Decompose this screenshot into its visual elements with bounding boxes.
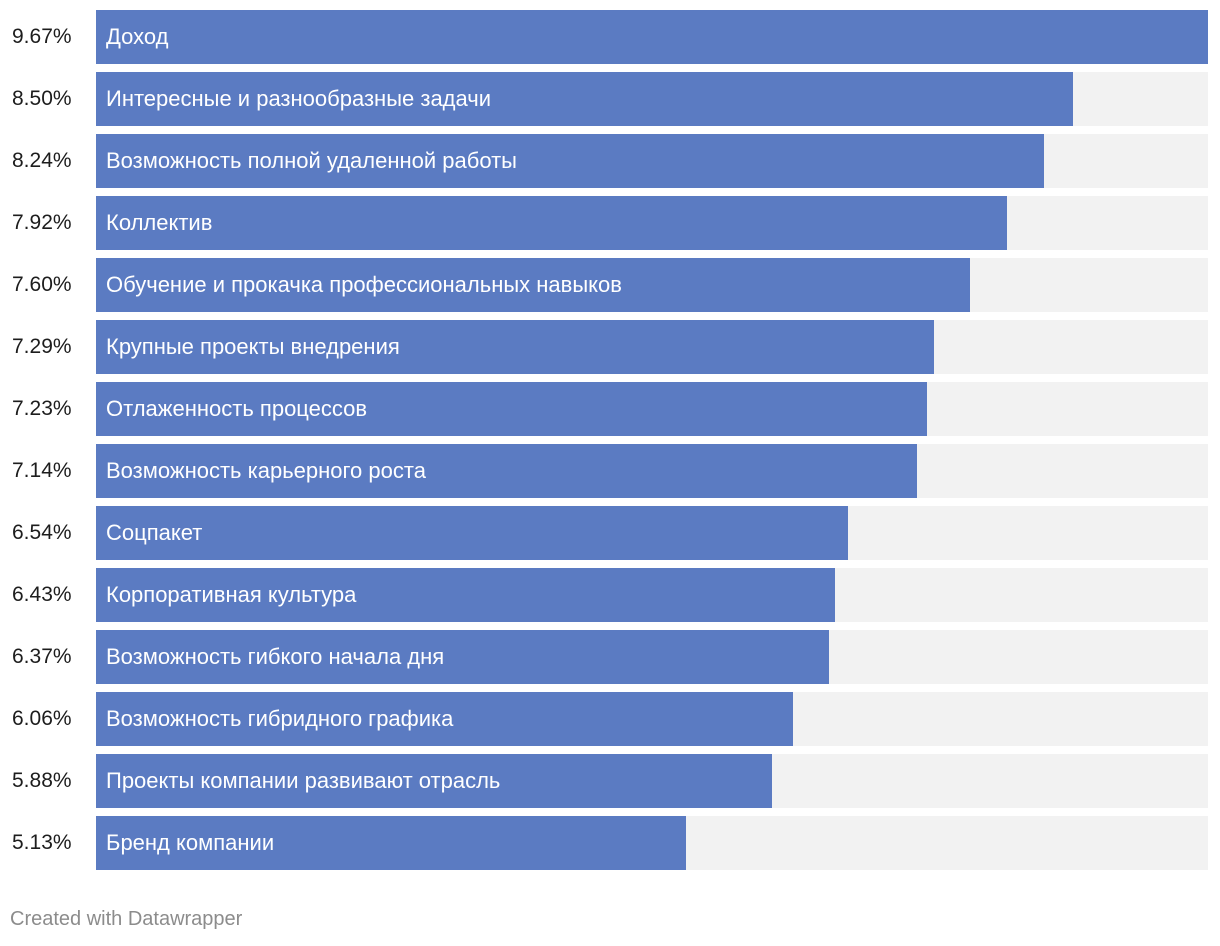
bar [96,692,793,746]
bar-track: Бренд компании [96,816,1208,870]
bar [96,382,927,436]
category-label: Корпоративная культура [106,582,357,607]
bar [96,196,1007,250]
bar [96,630,829,684]
bar [96,10,1208,64]
bar-track: Возможность гибридного графика [96,692,1208,746]
category-label: Интересные и разнообразные задачи [106,86,492,111]
category-label: Бренд компании [106,830,275,855]
value-label: 5.13% [12,831,72,854]
bar-track: Возможность гибкого начала дня [96,630,1208,684]
bar [96,568,835,622]
bar-row: 9.67% Доход [0,10,1220,64]
value-label: 8.24% [12,149,72,172]
bar-row: 6.54% Соцпакет [0,506,1220,560]
value-label: 7.29% [12,335,72,358]
category-label: Обучение и прокачка профессиональных нав… [106,272,622,297]
value-label: 6.54% [12,521,72,544]
value-label: 7.92% [12,211,72,234]
category-label: Крупные проекты внедрения [106,334,400,359]
bar-row: 6.43% Корпоративная культура [0,568,1220,622]
bar-row: 7.60% Обучение и прокачка профессиональны… [0,258,1220,312]
bar-row: 8.50% Интересные и разнообразные задачи [0,72,1220,126]
bar-track: Доход [96,10,1208,64]
category-label: Соцпакет [106,520,203,545]
bar [96,258,970,312]
bar [96,754,772,808]
bar-track: Отлаженность процессов [96,382,1208,436]
value-label: 5.88% [12,769,72,792]
bar-track: Проекты компании развивают отрасль [96,754,1208,808]
bar-track: Крупные проекты внедрения [96,320,1208,374]
bar [96,72,1073,126]
bar [96,320,934,374]
bar [96,444,917,498]
bar-row: 7.23% Отлаженность процессов [0,382,1220,436]
value-label: 8.50% [12,87,72,110]
category-label: Возможность гибкого начала дня [106,644,445,669]
bar-track: Возможность карьерного роста [96,444,1208,498]
bar-track: Возможность полной удаленной работы [96,134,1208,188]
bar-row: 8.24% Возможность полной удаленной работы [0,134,1220,188]
bar-track: Соцпакет [96,506,1208,560]
bar-row: 7.14% Возможность карьерного роста [0,444,1220,498]
bar-row: 5.13% Бренд компании [0,816,1220,870]
value-label: 6.43% [12,583,72,606]
bar-row: 6.06% Возможность гибридного графика [0,692,1220,746]
bar-track: Интересные и разнообразные задачи [96,72,1208,126]
value-label: 6.37% [12,645,72,668]
value-label: 7.14% [12,459,72,482]
category-label: Возможность гибридного графика [106,706,454,731]
value-label: 9.67% [12,25,72,48]
bar-track: Обучение и прокачка профессиональных нав… [96,258,1208,312]
bar-row: 5.88% Проекты компании развивают отрасль [0,754,1220,808]
category-label: Проекты компании развивают отрасль [106,768,501,793]
bar [96,506,848,560]
bar-row: 7.29% Крупные проекты внедрения [0,320,1220,374]
category-label: Возможность карьерного роста [106,458,426,483]
credit-footer: Created with Datawrapper [10,908,243,930]
bar-track: Корпоративная культура [96,568,1208,622]
bar-row: 7.92% Коллектив [0,196,1220,250]
bar-row: 6.37% Возможность гибкого начала дня [0,630,1220,684]
category-label: Возможность полной удаленной работы [106,148,517,173]
bar-chart: 9.67% Доход 8.50% Интересные и разнообразны… [0,10,1220,870]
category-label: Доход [106,24,169,49]
value-label: 7.23% [12,397,72,420]
bar [96,816,686,870]
category-label: Коллектив [106,210,213,235]
bar-track: Коллектив [96,196,1208,250]
value-label: 7.60% [12,273,72,296]
category-label: Отлаженность процессов [106,396,368,421]
bar [96,134,1044,188]
value-label: 6.06% [12,707,72,730]
